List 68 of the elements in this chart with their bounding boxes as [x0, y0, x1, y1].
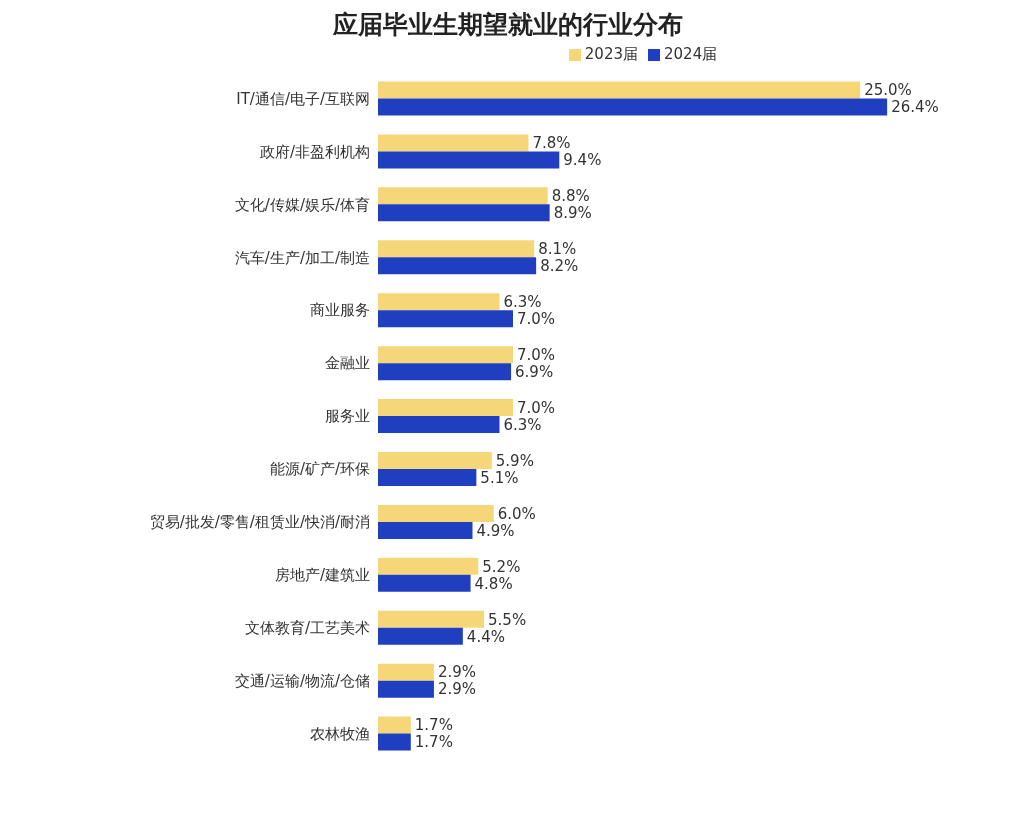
data-label: 5.1%: [480, 468, 519, 487]
data-label: 8.8%: [551, 187, 590, 206]
data-label: 6.3%: [503, 415, 542, 434]
bar: [378, 187, 548, 205]
bar: [378, 310, 513, 328]
data-label: 7.8%: [532, 134, 571, 153]
data-label: 1.7%: [414, 733, 453, 752]
data-label: 5.9%: [495, 451, 534, 470]
data-label: 4.9%: [476, 521, 515, 540]
data-label: 7.0%: [517, 309, 556, 328]
y-tick-label: 金融业: [325, 354, 370, 373]
data-label: 8.2%: [540, 257, 579, 276]
bar: [378, 716, 411, 734]
data-label: 7.0%: [517, 398, 556, 417]
bar: [378, 733, 411, 751]
bar: [378, 151, 560, 169]
y-tick-label: 交通/运输/物流/仓储: [234, 671, 370, 690]
bar: [378, 257, 537, 275]
data-label: 2.9%: [437, 680, 477, 699]
y-tick-label: 汽车/生产/加工/制造: [234, 248, 370, 267]
bar: [378, 680, 434, 698]
legend-label: 2024届: [664, 45, 718, 63]
data-label: 26.4%: [891, 98, 939, 117]
data-label: 7.0%: [517, 345, 556, 364]
y-tick-label: IT/通信/电子/互联网: [236, 89, 370, 108]
bar: [378, 81, 861, 99]
data-label: 1.7%: [414, 716, 453, 735]
data-label: 6.3%: [503, 292, 542, 311]
bar: [378, 521, 473, 539]
y-tick-label: 文化/传媒/娱乐/体育: [234, 195, 370, 214]
data-label: 5.2%: [482, 557, 521, 576]
y-tick-label: 能源/矿产/环保: [269, 460, 370, 479]
bar: [378, 346, 513, 364]
chart-title: 应届毕业生期望就业的行业分布: [332, 9, 684, 41]
bar: [378, 240, 535, 258]
data-label: 9.4%: [563, 151, 602, 170]
bar: [378, 399, 513, 417]
bar: [378, 134, 529, 152]
bar: [378, 610, 485, 628]
y-tick-label: 文体教育/工艺美术: [244, 619, 370, 638]
bar: [378, 98, 888, 116]
y-tick-label: 农林牧渔: [310, 724, 370, 743]
y-tick-label: 贸易/批发/零售/租赁业/快消/耐消: [149, 513, 370, 532]
bar: [378, 663, 434, 681]
y-tick-label: 政府/非盈利机构: [259, 142, 370, 161]
bar: [378, 204, 550, 222]
y-tick-label: 服务业: [325, 407, 370, 426]
data-label: 5.5%: [488, 610, 527, 629]
data-label: 4.4%: [466, 627, 505, 646]
bar: [378, 574, 471, 592]
bar: [378, 504, 494, 522]
data-label: 2.9%: [437, 663, 477, 682]
data-label: 8.1%: [538, 240, 577, 259]
data-label: 4.8%: [474, 574, 513, 593]
data-label: 25.0%: [864, 81, 912, 100]
bar: [378, 293, 500, 311]
bar: [378, 468, 477, 486]
bar: [378, 557, 479, 575]
bar: [378, 451, 492, 469]
data-label: 8.9%: [553, 204, 592, 223]
bar: [378, 627, 463, 645]
data-label: 6.9%: [515, 362, 554, 381]
y-tick-label: 房地产/建筑业: [274, 566, 370, 585]
bar: [378, 416, 500, 434]
y-tick-label: 商业服务: [310, 301, 370, 320]
bar: [378, 363, 512, 381]
data-label: 6.0%: [497, 504, 536, 523]
legend-label: 2023届: [584, 45, 638, 63]
